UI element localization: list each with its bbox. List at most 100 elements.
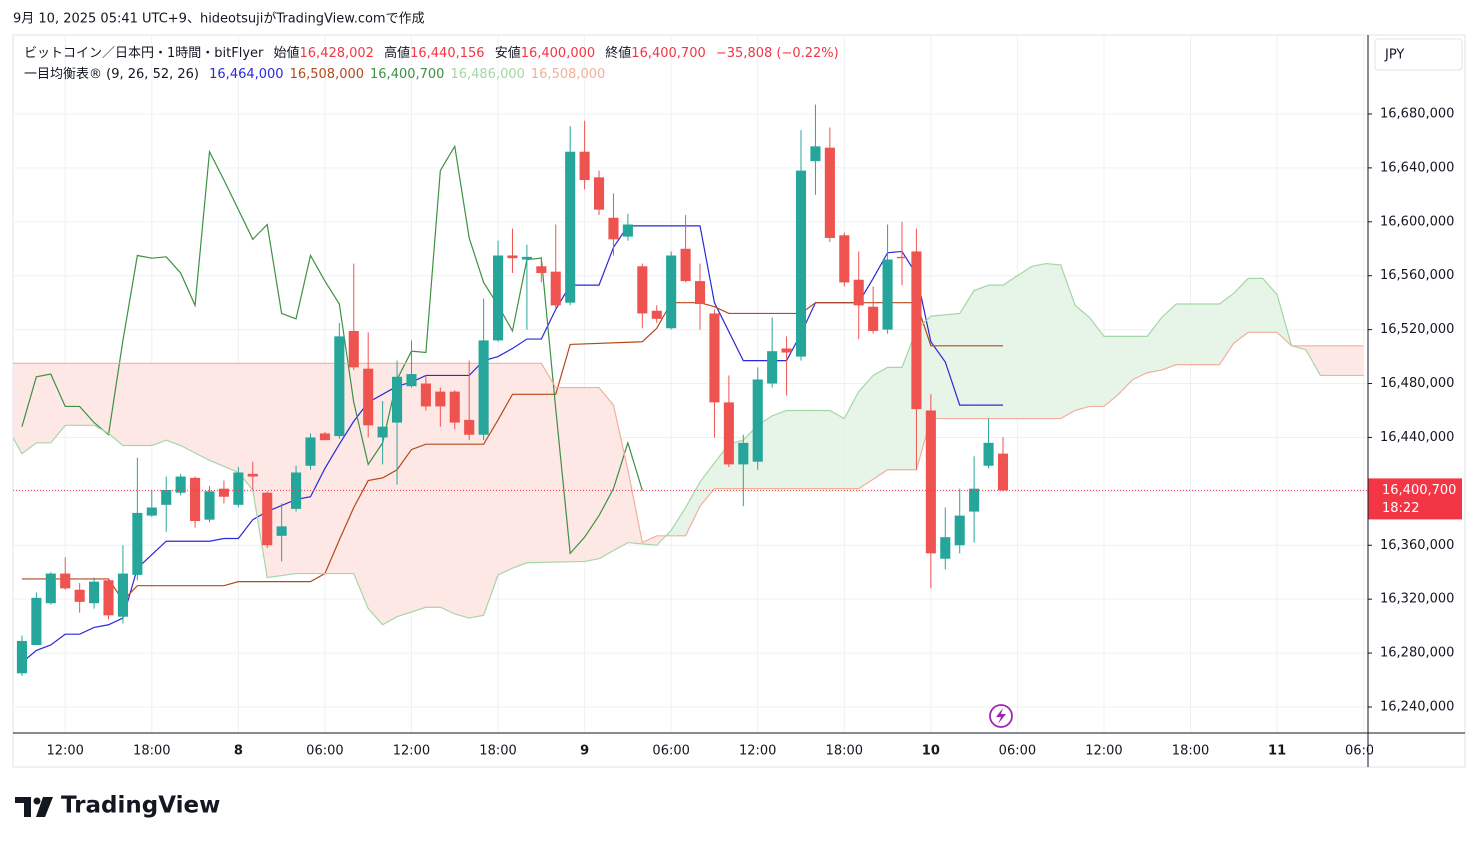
candle-body [709,313,720,403]
legend: ビットコイン／日本円・1時間・bitFlyer 始値16,428,002 高値1… [24,43,839,85]
cloud [1219,293,1234,365]
watermark: TradingView [61,793,220,819]
candle-body [824,147,835,238]
candle-body [781,348,792,353]
y-tick-label: 16,680,000 [1380,106,1454,121]
candle-body [319,433,330,441]
candle-body [536,266,547,274]
candle-body [291,472,302,509]
y-axis: 16,240,000 16,280,000 16,320,000 16,360,000… [1368,106,1462,714]
cloud [959,290,975,419]
cloud [1046,263,1061,419]
ohlc-name: 安値 [494,46,521,61]
cloud [1147,317,1162,373]
candle-body [997,453,1009,491]
cloud [1031,263,1047,419]
cloud [223,363,239,473]
cloud [1017,266,1032,419]
events-icon[interactable] [989,704,1013,728]
cloud [671,507,686,536]
cloud [238,363,253,491]
x-tick-label: 06:00 [652,744,689,759]
candle-body [435,391,446,407]
symbol: ビットコイン／日本円・1時間・bitFlyer [24,46,264,61]
candle-body [449,391,460,423]
cloud [873,367,888,480]
x-tick-label: 12:00 [739,744,776,759]
y-tick-label: 16,600,000 [1380,214,1454,229]
indicator-line [21,302,1003,602]
candle-body [334,336,345,437]
candle-body [103,580,114,616]
ohlc-value: 16,428,002 [299,46,374,61]
candle-body [45,573,56,604]
candle-body [925,410,936,554]
cloud [844,391,859,489]
x-axis: 12:00 18:00 8 06:00 12:00 18:00 9 06:00 12:00 18:… [46,744,1373,759]
cloud [1204,304,1220,365]
y-tick-label: 16,240,000 [1380,699,1454,714]
cloud [1089,317,1104,407]
indicator-value: 16,464,000 [209,67,284,82]
candle-body [839,235,850,283]
candle-body [377,426,388,438]
currency-button[interactable] [1374,38,1463,71]
candle-body [16,640,27,674]
logo [15,797,53,817]
x-tick-label: 9 [580,744,589,759]
candle-body [911,251,922,410]
cloud [397,363,412,617]
cloud [94,363,109,434]
candle-body [651,310,662,319]
cloud [858,375,874,489]
cloud [1002,275,1018,419]
cloud [613,405,628,551]
cloud [829,410,845,489]
cloud [209,363,224,467]
cloud [411,363,426,612]
cloud [195,363,210,461]
candle-body [161,490,172,505]
cloud [541,363,556,563]
cloud [1190,304,1205,365]
candle-body [204,491,215,520]
ohlc-name: 高値 [384,46,411,61]
candle-body [868,306,879,331]
cloud [599,387,614,559]
candle-body [521,256,532,260]
x-tick-label: 18:00 [1172,744,1209,759]
cloud [772,410,787,489]
candle-body [276,526,287,536]
cloud [512,363,527,569]
cloud [296,363,311,574]
caption: 9月 10, 2025 05:41 UTC+9、hideotsujiがTradi… [13,12,425,27]
x-tick-label: 06:00 [306,744,343,759]
candle-body [60,573,71,589]
x-tick-label: 18:00 [479,744,516,759]
currency-label[interactable]: JPY [1384,48,1404,63]
indicator-value: 16,508,000 [289,67,365,82]
cloud [570,387,585,562]
cloud [13,363,22,454]
cloud [930,314,946,419]
candle-body [767,351,778,384]
cloud [1262,278,1278,333]
x-tick-label: 11 [1268,744,1286,759]
indicator-value: 16,508,000 [530,67,606,82]
cloud [526,363,542,563]
candle-body [406,374,417,387]
cloud [1176,304,1191,365]
cloud [108,363,123,446]
cloud [151,363,167,446]
candle-body [694,281,706,305]
cloud [685,481,701,536]
cloud [887,367,903,470]
last-price-badge [1368,478,1462,520]
cloud [498,363,513,575]
candle-body [305,437,316,466]
candle-body [550,271,561,306]
candle-body [565,151,576,303]
candle-body [940,537,951,559]
